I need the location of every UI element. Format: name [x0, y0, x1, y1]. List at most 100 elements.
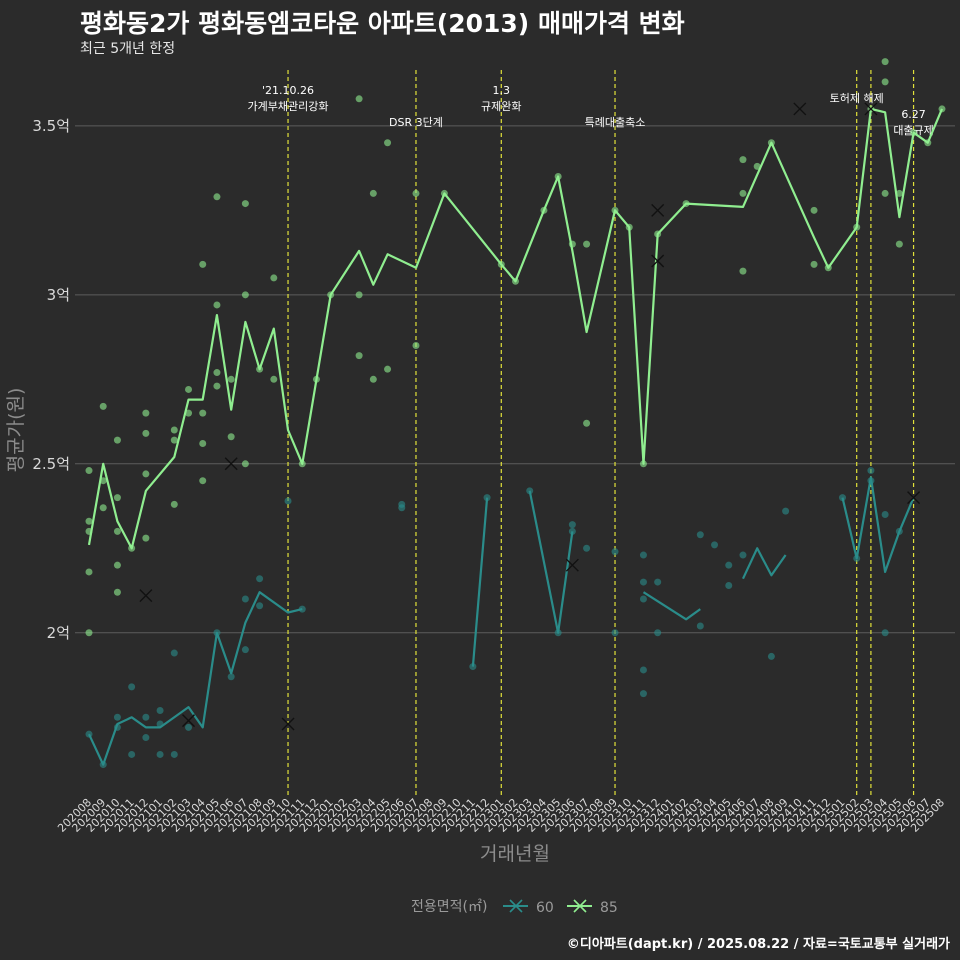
series-85-point [810, 260, 818, 268]
series-60-point [881, 510, 889, 518]
series-60-cancelled-marker [565, 558, 579, 572]
series-60-point [284, 497, 292, 505]
legend-title: 전용면적(㎡) [411, 899, 487, 915]
event-label: 6.27 [901, 108, 926, 121]
series-85-point [99, 402, 107, 410]
series-60-line [88, 591, 303, 766]
series-85-point [881, 78, 889, 86]
series-85-point [270, 375, 278, 383]
legend-60-label: 60 [536, 900, 554, 916]
series-60-point [767, 652, 775, 660]
series-85-point [85, 517, 93, 525]
series-85-point [213, 382, 221, 390]
series-60-point [654, 629, 662, 637]
series-85-cancelled-marker [224, 457, 238, 471]
series-60-point [128, 750, 136, 758]
series-85-point [199, 409, 207, 417]
series-85-point [170, 500, 178, 508]
series-85-point [739, 189, 747, 197]
series-60-point [156, 750, 164, 758]
series-85-cancelled-marker [793, 102, 807, 116]
series-60-point [142, 734, 150, 742]
series-85-point [881, 58, 889, 66]
series-60-point [128, 683, 136, 691]
y-tick-label: 2억 [47, 624, 70, 642]
event-label: 1.3 [493, 84, 511, 97]
series-85-point [213, 193, 221, 201]
series-85-point [739, 267, 747, 275]
series-60-line [742, 547, 787, 580]
series-60-point [583, 544, 591, 552]
series-60-point [256, 575, 264, 583]
series-60-point [881, 629, 889, 637]
event-label: 특례대출축소 [585, 116, 646, 129]
series-85-point [113, 588, 121, 596]
y-tick-label: 3.5억 [32, 117, 70, 135]
series-85-point [412, 189, 420, 197]
series-60-point [654, 578, 662, 586]
series-60-point [725, 581, 733, 589]
series-85-point [583, 240, 591, 248]
series-85-point [85, 629, 93, 637]
series-85-point [113, 561, 121, 569]
series-85-point [384, 365, 392, 373]
series-85-point [270, 274, 278, 282]
series-60-point [696, 531, 704, 539]
series-60-point [156, 707, 164, 715]
series-60-point [568, 521, 576, 529]
series-85-point [241, 200, 249, 208]
series-85-point [227, 375, 235, 383]
series-85-point [369, 189, 377, 197]
series-60-point [611, 629, 619, 637]
series-60-cancelled-marker [281, 717, 295, 731]
series-60-point [711, 541, 719, 549]
chart-title: 평화동2가 평화동엠코타운 아파트(2013) 매매가격 변화 [80, 9, 685, 38]
legend-85-marker [573, 899, 587, 913]
source-caption: ©디아파트(dapt.kr) / 2025.08.22 / 자료=국토교통부 실… [566, 937, 950, 952]
series-85-line [87, 107, 944, 550]
series-60-point [639, 578, 647, 586]
series-60-point [227, 673, 235, 681]
series-60-point [639, 551, 647, 559]
series-85-cancelled-marker [139, 589, 153, 603]
event-label: 규제완화 [481, 100, 521, 113]
series-85-point [355, 95, 363, 103]
series-85-point [227, 433, 235, 441]
event-label: 토허제 해제 [830, 91, 884, 105]
series-85-point [583, 419, 591, 427]
series-60-point [142, 713, 150, 721]
series-85-point [142, 470, 150, 478]
legend-85-label: 85 [600, 900, 618, 916]
y-tick-label: 2.5억 [32, 455, 70, 473]
series-85-point [113, 494, 121, 502]
series-85-point [113, 527, 121, 535]
event-label: DSR 3단계 [389, 116, 443, 129]
series-60-point [739, 551, 747, 559]
event-label: 가계부채관리강화 [248, 100, 329, 113]
series-60-line [841, 476, 915, 573]
series-85-point [895, 189, 903, 197]
legend-60-marker [509, 899, 523, 913]
series-60-point [241, 646, 249, 654]
series-85-cancelled-marker [651, 254, 665, 268]
series-60-point [611, 548, 619, 556]
series-85-point [113, 436, 121, 444]
series-60-point [838, 494, 846, 502]
series-85-point [241, 460, 249, 468]
y-tick-label: 3억 [47, 286, 70, 304]
series-60-cancelled-marker [907, 491, 921, 505]
series-85-cancelled-marker [864, 102, 878, 116]
series-60-point [568, 527, 576, 535]
series-85-point [369, 375, 377, 383]
series-60-point [256, 602, 264, 610]
series-85-point [753, 162, 761, 170]
series-85-point [85, 568, 93, 576]
series-85-point [170, 436, 178, 444]
series-60-point [867, 467, 875, 475]
series-60-cancelled-marker [182, 714, 196, 728]
series-85-point [810, 206, 818, 214]
series-60-line [471, 497, 489, 667]
event-label: '21.10.26 [262, 84, 314, 97]
series-60-point [639, 666, 647, 674]
